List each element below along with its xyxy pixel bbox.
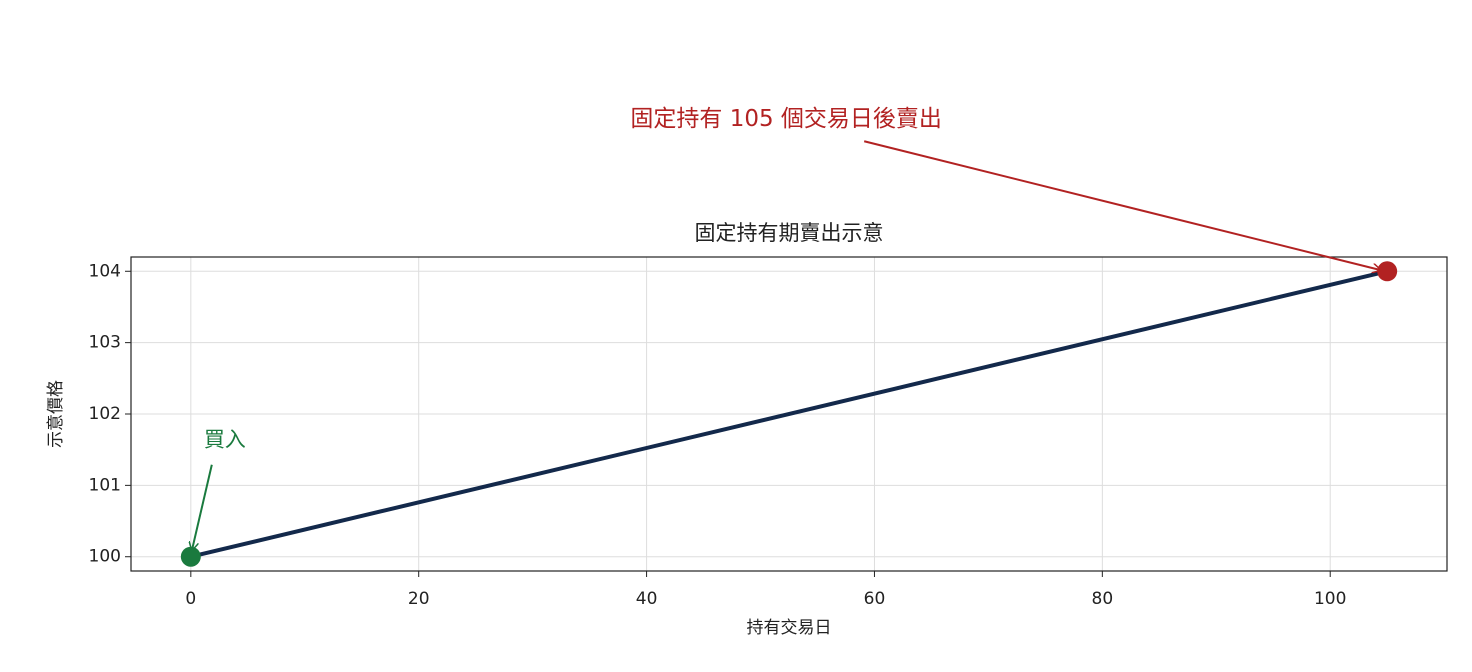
x-tick-label: 60 [864,589,886,609]
y-tick-label: 100 [89,547,121,567]
annotation-arrow [863,140,1381,270]
annotation-arrow [192,464,213,551]
point-marker [180,546,201,567]
x-axis-label: 持有交易日 [747,618,832,638]
y-axis-label: 示意價格 [46,380,66,448]
x-tick-label: 0 [185,589,196,609]
chart-title: 固定持有期賣出示意 [695,221,884,245]
line [190,269,1388,559]
y-tick-label: 101 [89,475,121,495]
y-tick-label: 103 [89,333,121,353]
annotation-text: 固定持有 105 個交易日後賣出 [630,106,942,132]
x-tick-label: 40 [636,589,658,609]
annotation-text: 買入 [204,428,246,452]
point-marker [1377,261,1398,282]
x-tick-label: 20 [408,589,430,609]
y-tick-label: 102 [89,404,121,424]
x-tick-label: 80 [1092,589,1114,609]
y-tick-label: 104 [89,261,121,281]
plot-frame [130,256,1448,572]
x-tick-label: 100 [1314,589,1346,609]
